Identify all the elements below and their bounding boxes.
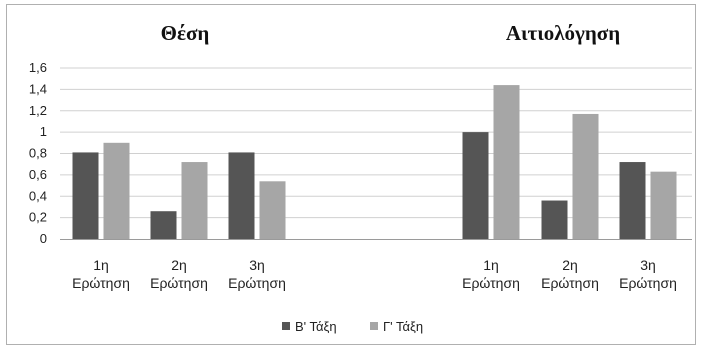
y-tick-label: 0,8 [29,146,47,161]
bar [462,132,489,239]
y-tick-label: 0,6 [29,167,47,182]
category-label: 2η [562,257,578,273]
y-tick-label: 1,4 [29,81,47,96]
panel-titles: Θέση Αιτιολόγηση [161,21,621,45]
y-tick-label: 1 [40,124,47,139]
bar [619,162,646,239]
y-tick-label: 0,4 [29,188,47,203]
panel-title: Θέση [161,21,210,45]
bar [150,211,177,239]
category-label: Ερώτηση [72,275,130,291]
y-axis-ticks: 0 0,2 0,4 0,6 0,8 1 1,2 1,4 1,6 [29,60,47,246]
category-label: 2η [171,257,187,273]
category-labels: 1η Ερώτηση 2η Ερώτηση 3η Ερώτηση 1η Ερώτηση 2η Ερ… [72,257,677,291]
legend-label: Β' Τάξη [295,319,337,334]
y-tick-label: 0,2 [29,210,47,225]
category-label: Ερώτηση [462,275,520,291]
bar [228,152,255,239]
category-label: 1η [93,257,109,273]
category-label: 1η [483,257,499,273]
bar [259,181,286,239]
category-label: Ερώτηση [228,275,286,291]
bar [650,171,677,239]
y-tick-label: 1,2 [29,103,47,118]
bar [541,200,568,239]
legend: Β' Τάξη Γ' Τάξη [282,319,423,334]
bar [572,113,599,239]
bar [493,85,520,239]
bar [103,142,130,239]
category-label: Ερώτηση [619,275,677,291]
bar [72,152,99,239]
category-label: 3η [249,257,265,273]
y-tick-label: 1,6 [29,60,47,75]
bar [181,162,208,239]
legend-label: Γ' Τάξη [383,319,423,334]
panel-title: Αιτιολόγηση [506,21,620,45]
bars [72,85,677,239]
legend-swatch [370,322,378,330]
category-label: Ερώτηση [150,275,208,291]
legend-swatch [282,322,290,330]
category-label: 3η [640,257,656,273]
category-label: Ερώτηση [541,275,599,291]
y-tick-label: 0 [40,231,47,246]
